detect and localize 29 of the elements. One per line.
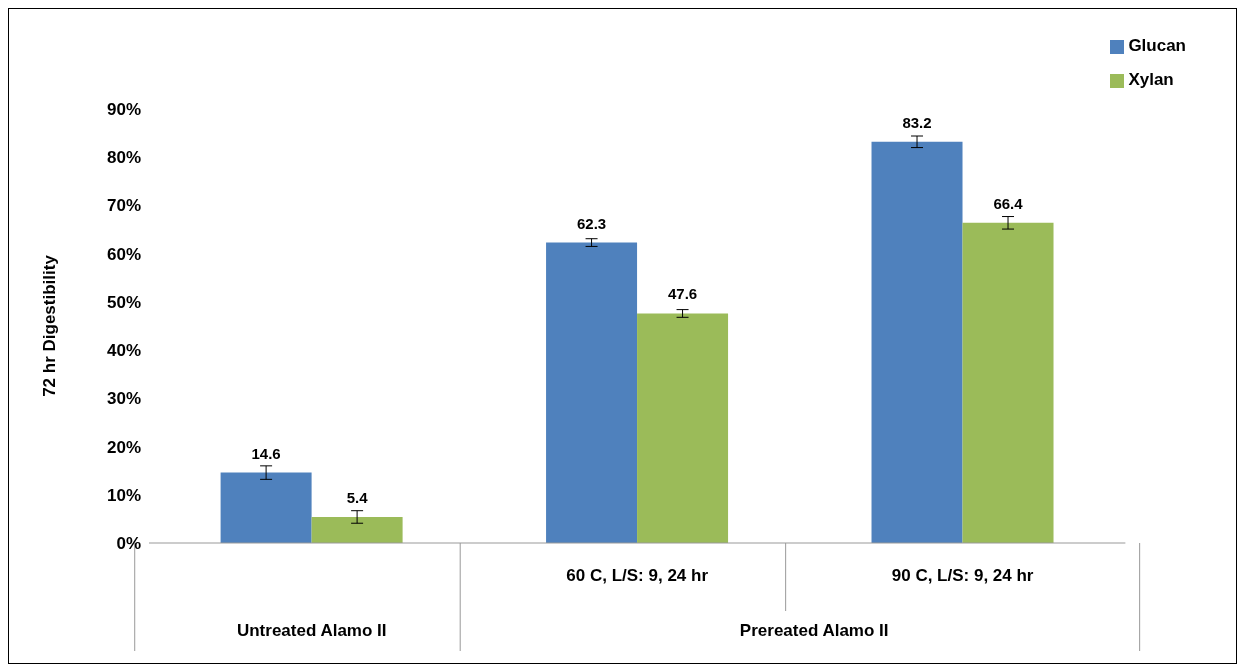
data-label: 83.2 [902,113,932,131]
y-tick-label: 0% [116,534,141,554]
y-axis-title: 72 hr Digestibility [40,254,60,397]
y-tick-label: 30% [106,389,141,409]
data-label: 47.6 [667,285,698,303]
y-tick-label: 90% [106,100,141,120]
legend-label: Xylan [1128,70,1174,89]
legend-label: Glucan [1128,36,1186,55]
data-label: 14.6 [251,444,281,462]
y-tick-label: 60% [106,244,141,264]
data-label: 62.3 [576,214,607,232]
bar [546,242,638,543]
y-tick-label: 10% [106,485,141,505]
bar [220,472,312,543]
bar [962,222,1054,543]
x-tick-label: 60 C, L/S: 9, 24 hr [566,566,709,585]
bar [871,141,963,543]
y-tick-label: 70% [106,196,141,216]
y-tick-label: 20% [106,437,141,457]
y-tick-label: 80% [106,148,141,168]
bar [311,516,403,543]
y-tick-label: 40% [106,341,141,361]
data-label: 5.4 [346,488,369,506]
bar [637,313,729,543]
x-tick-label: 90 C, L/S: 9, 24 hr [891,566,1034,585]
text: Prereated Alamo II [739,621,889,640]
data-label: 66.4 [993,194,1024,212]
text: Untreated Alamo II [236,621,387,640]
y-tick-label: 50% [106,292,141,312]
